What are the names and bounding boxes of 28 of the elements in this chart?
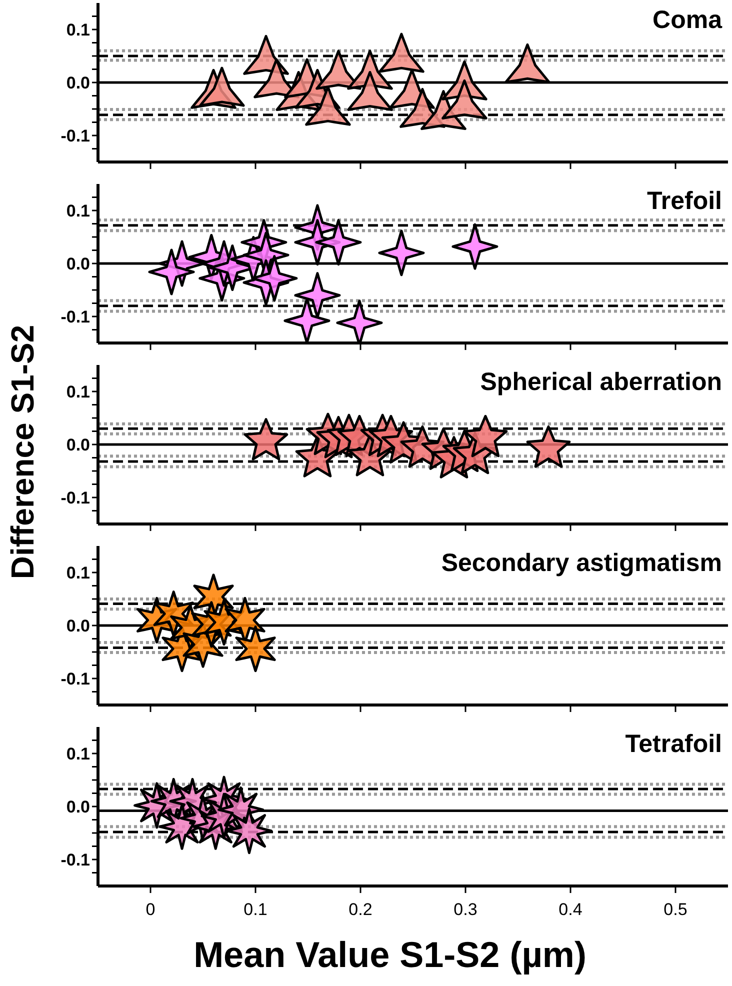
y-tick-label: 0.0 [66, 74, 90, 93]
x-tick-label: 0.3 [454, 900, 478, 920]
y-tick-label: 0.1 [66, 564, 90, 583]
chart-title: Trefoil [646, 187, 722, 216]
y-tick-label: 0.0 [66, 254, 90, 274]
chart-title: Coma [652, 6, 722, 35]
x-tick-label: 0.1 [244, 900, 268, 920]
y-tick-label: 0.1 [66, 20, 90, 40]
chart-title: Tetrafoil [625, 730, 722, 759]
x-tick-label: 0 [146, 900, 156, 920]
y-tick-label: -0.1 [60, 126, 90, 146]
x-tick-label: 0.5 [664, 900, 688, 920]
chart-title: Spherical aberration [480, 368, 722, 397]
x-axis-title: Mean Value S1-S2 (µm) [194, 934, 586, 976]
y-tick-label: -0.1 [60, 488, 90, 508]
y-tick-label: 0.0 [66, 616, 90, 636]
y-tick-label: 0.0 [66, 798, 90, 817]
y-tick-label: -0.1 [60, 850, 90, 870]
y-tick-label: 0.1 [66, 382, 90, 402]
x-tick-label: 0.4 [558, 900, 582, 920]
chart-title: Secondary astigmatism [441, 549, 722, 578]
y-tick-label: -0.1 [60, 670, 90, 689]
y-axis-title: Difference S1-S2 [4, 324, 42, 580]
y-tick-label: 0.1 [66, 202, 90, 221]
y-tick-label: -0.1 [60, 308, 90, 327]
y-tick-label: 0.0 [66, 436, 90, 455]
y-tick-label: 0.1 [66, 744, 90, 764]
x-tick-label: 0.2 [348, 900, 372, 920]
